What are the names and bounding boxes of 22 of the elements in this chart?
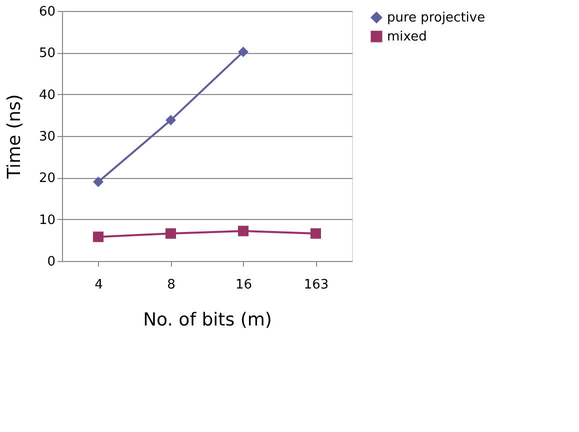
x-tick-label: 8	[167, 278, 176, 292]
y-tick-label: 10	[38, 212, 56, 228]
y-axis-title: Time (ns)	[4, 94, 25, 180]
point	[238, 226, 248, 236]
point	[93, 232, 104, 242]
point	[166, 228, 176, 239]
point	[310, 228, 321, 239]
y-tick-label: 20	[38, 171, 56, 186]
point	[166, 114, 176, 126]
legend-label: mixed	[387, 30, 427, 44]
y-tick-label: 0	[47, 254, 56, 270]
y-tick-label: 60	[38, 4, 56, 20]
x-axis-title: No. of bits (m)	[143, 310, 272, 330]
y-tick-label: 30	[38, 130, 56, 144]
x-tick-label: 163	[304, 278, 329, 292]
point	[238, 46, 248, 58]
y-tick-label: 50	[38, 46, 56, 62]
x-tick-label: 4	[94, 278, 103, 292]
x-tick-label: 16	[235, 278, 252, 292]
legend-label: pure projective	[387, 10, 486, 26]
y-tick-label: 40	[38, 88, 56, 103]
point	[93, 176, 104, 188]
